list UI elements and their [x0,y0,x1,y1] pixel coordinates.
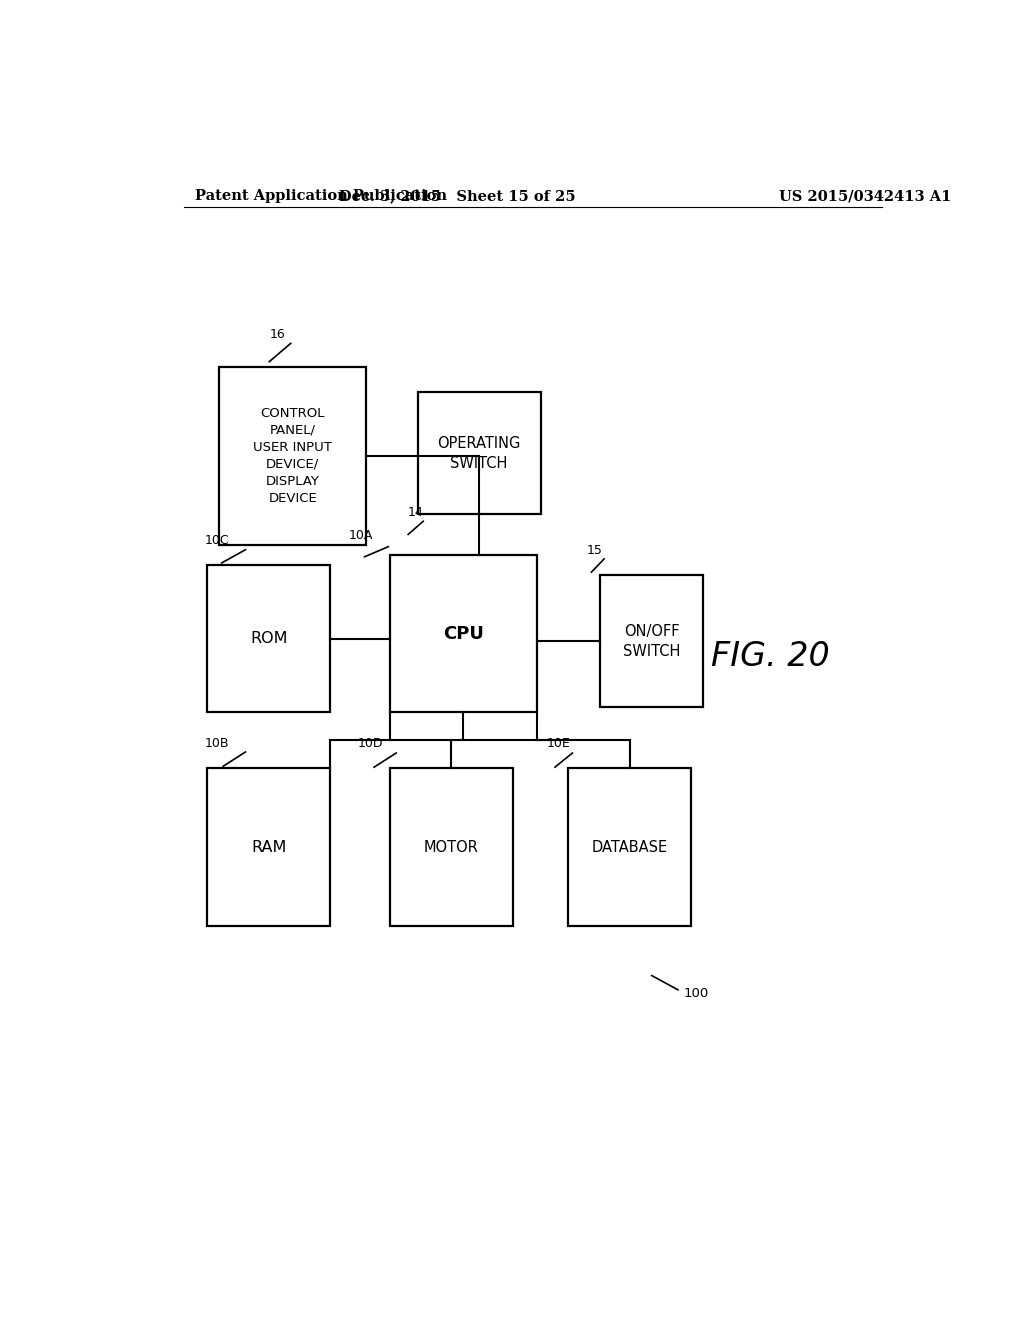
Bar [207,768,331,925]
Text: CPU: CPU [442,624,483,643]
Text: OPERATING
SWITCH: OPERATING SWITCH [437,436,521,470]
Bar [390,768,513,925]
Bar [390,554,537,713]
Bar [568,768,691,925]
Text: Patent Application Publication: Patent Application Publication [196,189,447,203]
Bar [219,367,367,545]
Text: 10E: 10E [547,737,570,750]
Bar [418,392,541,515]
Text: RAM: RAM [251,840,287,854]
Bar [600,576,703,708]
Text: 10A: 10A [348,528,373,541]
Text: 10D: 10D [358,737,384,750]
Text: US 2015/0342413 A1: US 2015/0342413 A1 [778,189,951,203]
Text: MOTOR: MOTOR [424,840,479,854]
Text: FIG. 20: FIG. 20 [712,640,830,673]
Bar [207,565,331,713]
Text: ON/OFF
SWITCH: ON/OFF SWITCH [623,624,681,659]
Text: ROM: ROM [250,631,288,647]
Text: Dec. 3, 2015   Sheet 15 of 25: Dec. 3, 2015 Sheet 15 of 25 [339,189,575,203]
Text: 10B: 10B [205,737,229,750]
Text: CONTROL
PANEL/
USER INPUT
DEVICE/
DISPLAY
DEVICE: CONTROL PANEL/ USER INPUT DEVICE/ DISPLA… [253,407,332,504]
Text: 100: 100 [684,987,709,1001]
Text: 14: 14 [408,507,423,519]
Text: 10C: 10C [205,533,229,546]
Text: DATABASE: DATABASE [592,840,668,854]
Text: 15: 15 [587,544,602,557]
Text: 16: 16 [269,329,285,342]
